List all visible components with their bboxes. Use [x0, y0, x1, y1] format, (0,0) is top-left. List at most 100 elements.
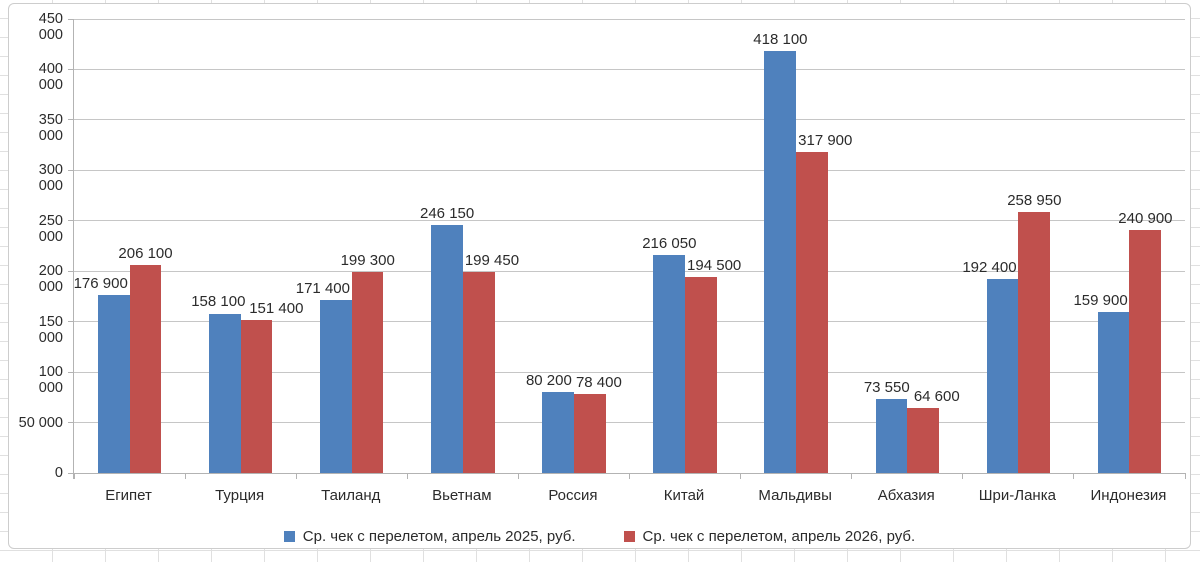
- data-label: 199 300: [340, 251, 395, 269]
- bar-2025-9[interactable]: [1097, 311, 1130, 473]
- x-category-label: Вьетнам: [432, 487, 492, 504]
- data-label: 192 400: [962, 258, 1017, 276]
- bar-2025-8[interactable]: [986, 278, 1019, 473]
- y-tick-label: 250 000: [38, 212, 63, 245]
- bar-2026-6[interactable]: [796, 152, 828, 473]
- legend-marker-2025-icon: [283, 531, 295, 542]
- y-axis-tick: [68, 119, 74, 121]
- chart-legend: Ср. чек с перелетом, апрель 2025, руб. С…: [9, 528, 1190, 545]
- gridline: [74, 18, 1185, 20]
- bar-2026-1[interactable]: [240, 320, 273, 473]
- data-label: 317 900: [798, 132, 853, 150]
- y-tick-label: 450 000: [38, 11, 63, 43]
- x-category-label: Индонезия: [1090, 487, 1167, 504]
- y-axis-tick: [68, 169, 74, 171]
- x-axis-tick: [73, 473, 75, 479]
- y-tick-label: 400 000: [38, 61, 63, 94]
- bar-2025-0[interactable]: [97, 294, 130, 473]
- x-category-label: Шри-Ланка: [978, 487, 1056, 504]
- data-label: 78 400: [575, 373, 622, 391]
- bar-2026-5[interactable]: [685, 276, 717, 473]
- x-axis-tick: [1073, 473, 1075, 479]
- y-axis-tick: [68, 18, 74, 20]
- gridline: [74, 422, 1185, 424]
- plot-area: 176 900 206 100 158 100 151 400 171 400 199 3…: [68, 18, 1186, 479]
- y-axis-tick: [68, 270, 74, 272]
- bar-2025-5[interactable]: [653, 255, 686, 473]
- data-label: 240 900: [1118, 209, 1173, 227]
- data-label: 80 200: [525, 372, 572, 390]
- data-label: 206 100: [118, 245, 173, 263]
- x-axis-tick: [629, 473, 630, 479]
- y-axis-tick: [68, 371, 74, 373]
- gridline: [74, 220, 1185, 222]
- bar-2025-1[interactable]: [208, 313, 241, 473]
- bar-2025-3[interactable]: [431, 224, 463, 473]
- x-axis-tick: [1184, 473, 1186, 479]
- y-tick-label: 50 000: [18, 414, 63, 431]
- data-label: 176 900: [73, 274, 128, 292]
- x-axis-labels: Египет Турция Таиланд Вьетнам Россия Китай Мал…: [73, 487, 1184, 507]
- bar-2025-2[interactable]: [320, 300, 352, 473]
- x-axis-tick: [406, 473, 408, 479]
- bar-2026-9[interactable]: [1129, 229, 1162, 473]
- data-label: 171 400: [295, 280, 350, 298]
- y-tick-label: 200 000: [38, 263, 63, 296]
- x-category-label: Абхазия: [877, 487, 935, 504]
- data-label: 258 950: [1007, 191, 1062, 209]
- y-axis-tick: [68, 68, 74, 70]
- data-label: 64 600: [913, 387, 960, 405]
- bar-2026-8[interactable]: [1018, 211, 1051, 473]
- x-category-label: Турция: [215, 487, 265, 504]
- gridline: [74, 371, 1185, 373]
- x-category-label: Китай: [663, 487, 705, 504]
- x-category-label: Мальдивы: [758, 487, 832, 504]
- data-label: 151 400: [249, 300, 304, 318]
- y-axis-tick: [68, 472, 74, 474]
- legend-item-2026[interactable]: Ср. чек с перелетом, апрель 2026, руб.: [623, 528, 916, 545]
- gridline: [74, 169, 1185, 171]
- bar-2026-4[interactable]: [573, 393, 606, 473]
- y-tick-label: 350 000: [38, 111, 63, 144]
- data-label: 73 550: [863, 378, 910, 396]
- y-tick-label: 300 000: [38, 162, 63, 195]
- data-label: 216 050: [642, 235, 697, 253]
- data-label: 194 500: [687, 256, 742, 274]
- x-axis-tick: [740, 473, 742, 479]
- y-axis-tick: [68, 321, 74, 323]
- y-axis-tick: [68, 422, 74, 424]
- bar-2026-7[interactable]: [907, 407, 939, 473]
- data-label: 246 150: [420, 204, 475, 222]
- legend-label-2026: Ср. чек с перелетом, апрель 2026, руб.: [642, 528, 916, 545]
- bar-2025-7[interactable]: [875, 398, 908, 473]
- x-axis-tick: [184, 473, 186, 479]
- bar-2026-0[interactable]: [129, 265, 162, 473]
- legend-label-2025: Ср. чек с перелетом, апрель 2025, руб.: [302, 528, 576, 545]
- bar-2025-6[interactable]: [764, 51, 797, 473]
- bar-2026-3[interactable]: [462, 271, 495, 473]
- x-category-label: Таиланд: [321, 487, 381, 504]
- y-tick-label: 100 000: [38, 364, 63, 397]
- legend-item-2025[interactable]: Ср. чек с перелетом, апрель 2025, руб.: [283, 528, 576, 545]
- data-label: 199 450: [464, 251, 520, 269]
- y-axis-tick: [68, 220, 74, 222]
- gridline: [74, 68, 1185, 70]
- gridline: [74, 321, 1185, 323]
- bar-2026-2[interactable]: [351, 271, 384, 473]
- gridline: [74, 270, 1185, 272]
- x-axis-tick: [851, 473, 853, 479]
- x-category-label: Египет: [105, 487, 152, 504]
- data-label: 159 900: [1073, 291, 1128, 309]
- x-axis-tick: [295, 473, 297, 479]
- x-axis-left-extension: [68, 473, 74, 474]
- chart-object[interactable]: 176 900 206 100 158 100 151 400 171 400 199 3…: [8, 3, 1191, 549]
- x-axis-tick: [962, 473, 964, 479]
- y-tick-label: 150 000: [38, 313, 63, 346]
- gridline: [74, 119, 1185, 121]
- y-tick-label: 0: [54, 465, 63, 481]
- data-label: 418 100: [753, 31, 808, 49]
- data-label: 158 100: [191, 293, 246, 311]
- x-axis-tick: [517, 473, 519, 479]
- legend-marker-2026-icon: [623, 531, 635, 542]
- bar-2025-4[interactable]: [542, 392, 574, 473]
